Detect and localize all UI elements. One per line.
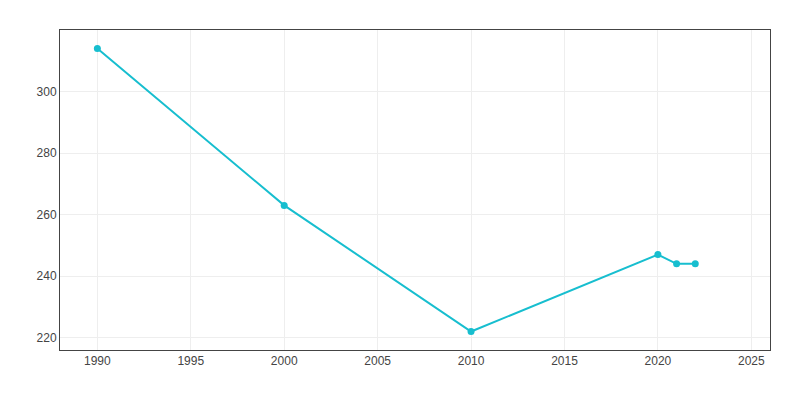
svg-text:2025: 2025: [738, 354, 765, 368]
svg-text:260: 260: [37, 208, 57, 222]
svg-text:1990: 1990: [84, 354, 111, 368]
svg-text:2005: 2005: [364, 354, 391, 368]
svg-text:280: 280: [37, 146, 57, 160]
svg-text:240: 240: [37, 269, 57, 283]
svg-text:2000: 2000: [271, 354, 298, 368]
svg-text:300: 300: [37, 85, 57, 99]
svg-text:2010: 2010: [458, 354, 485, 368]
svg-text:2020: 2020: [645, 354, 672, 368]
svg-text:1995: 1995: [177, 354, 204, 368]
svg-text:2015: 2015: [551, 354, 578, 368]
svg-text:220: 220: [37, 331, 57, 345]
